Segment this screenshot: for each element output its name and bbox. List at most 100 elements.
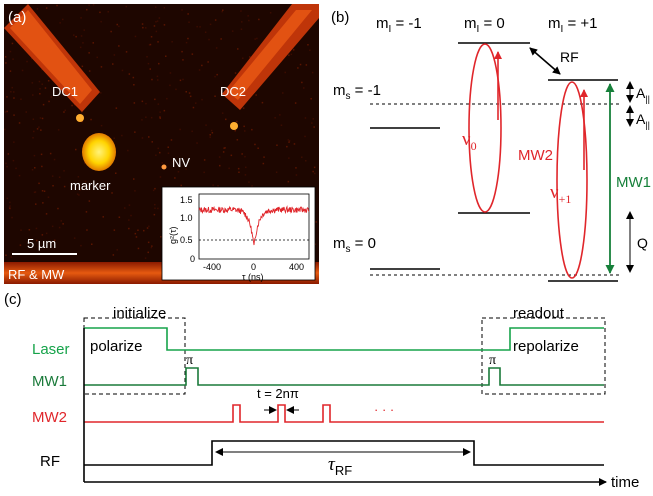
noise-speckle (157, 41, 159, 43)
inset-xtick: -400 (203, 262, 221, 272)
noise-speckle (287, 180, 290, 183)
noise-speckle (39, 117, 42, 119)
time-axis-label: time (611, 474, 639, 491)
noise-speckle (141, 23, 144, 25)
noise-speckle (9, 207, 11, 210)
noise-speckle (42, 202, 44, 204)
panel-c-label: (c) (4, 291, 22, 308)
noise-speckle (34, 167, 36, 169)
noise-speckle (305, 160, 307, 162)
noise-speckle (309, 49, 311, 51)
noise-speckle (179, 128, 181, 131)
noise-speckle (111, 192, 113, 194)
inset-xlabel: τ (ns) (242, 272, 264, 282)
noise-speckle (15, 13, 18, 15)
noise-speckle (10, 256, 12, 258)
noise-speckle (141, 137, 144, 139)
noise-speckle (156, 20, 159, 22)
noise-speckle (244, 155, 246, 158)
noise-speckle (41, 117, 44, 120)
noise-speckle (255, 94, 257, 96)
initialize-box (83, 317, 186, 395)
noise-speckle (211, 132, 214, 134)
noise-speckle (76, 193, 79, 195)
noise-speckle (134, 35, 137, 38)
noise-speckle (293, 143, 296, 145)
noise-speckle (12, 159, 15, 162)
noise-speckle (210, 129, 213, 132)
noise-speckle (128, 73, 131, 75)
noise-speckle (205, 124, 207, 126)
mw1-label: MW1 (616, 174, 651, 191)
noise-speckle (116, 249, 118, 251)
noise-speckle (147, 62, 150, 65)
noise-speckle (254, 143, 256, 146)
noise-speckle (155, 30, 158, 33)
noise-speckle (13, 141, 15, 143)
noise-speckle (155, 154, 157, 156)
inset-axes (198, 193, 310, 260)
panel-b-label: (b) (331, 9, 349, 26)
noise-speckle (57, 129, 60, 131)
nu1-label: ν+1 (550, 182, 571, 206)
noise-speckle (145, 102, 147, 105)
noise-speckle (214, 19, 217, 21)
noise-speckle (218, 156, 221, 158)
noise-speckle (130, 214, 132, 217)
noise-speckle (64, 109, 66, 112)
noise-speckle (40, 153, 43, 156)
laser-trace (84, 327, 604, 351)
noise-speckle (84, 162, 86, 165)
noise-speckle (86, 8, 88, 11)
noise-speckle (237, 48, 239, 50)
noise-speckle (83, 29, 85, 31)
noise-speckle (36, 8, 39, 10)
noise-speckle (41, 234, 44, 236)
noise-speckle (307, 44, 309, 46)
noise-speckle (150, 116, 153, 119)
noise-speckle (45, 232, 48, 235)
noise-speckle (191, 53, 194, 55)
noise-speckle (128, 227, 130, 230)
noise-speckle (125, 51, 128, 53)
noise-speckle (152, 189, 155, 192)
noise-speckle (220, 38, 222, 40)
noise-speckle (110, 30, 112, 33)
noise-speckle (180, 184, 182, 187)
noise-speckle (33, 130, 35, 133)
noise-speckle (6, 165, 8, 168)
noise-speckle (154, 6, 157, 8)
noise-speckle (160, 236, 162, 238)
noise-speckle (288, 157, 290, 159)
noise-speckle (35, 227, 38, 230)
noise-speckle (86, 229, 88, 231)
noise-speckle (13, 97, 15, 99)
noise-speckle (179, 79, 182, 82)
noise-speckle (228, 167, 230, 170)
noise-speckle (310, 98, 312, 100)
noise-speckle (276, 144, 278, 146)
noise-speckle (243, 125, 245, 128)
noise-speckle (44, 87, 47, 89)
noise-speckle (134, 232, 137, 235)
pi-label-1: π (186, 353, 193, 368)
noise-speckle (159, 176, 162, 178)
noise-speckle (39, 93, 41, 95)
noise-speckle (313, 166, 316, 169)
noise-speckle (25, 111, 27, 113)
noise-speckle (151, 141, 153, 143)
noise-speckle (48, 100, 50, 103)
nu1-transition-loop (556, 81, 588, 279)
panel-a-label: (a) (8, 9, 26, 26)
readout-label: readout (513, 305, 565, 322)
noise-speckle (182, 78, 184, 81)
noise-speckle (196, 25, 198, 28)
noise-speckle (150, 36, 153, 38)
noise-speckle (181, 9, 183, 11)
noise-speckle (42, 103, 45, 106)
noise-speckle (20, 98, 22, 100)
noise-speckle (133, 178, 135, 180)
noise-speckle (75, 148, 77, 151)
inset-xtick: 0 (251, 262, 256, 272)
